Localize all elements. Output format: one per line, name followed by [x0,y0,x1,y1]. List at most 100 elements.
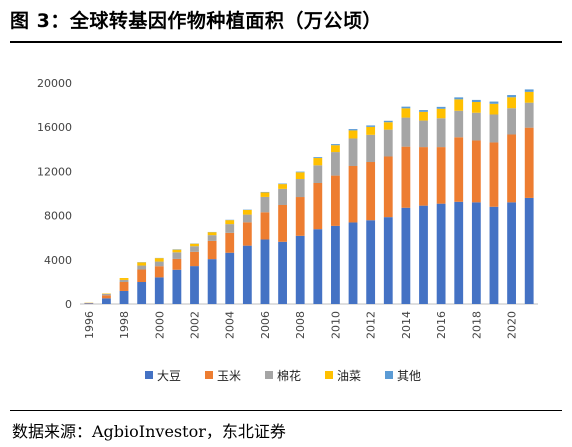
bar-segment-棉花-2002 [190,246,199,252]
bar-segment-玉米-1999 [137,269,147,283]
x-tick-label: 2014 [400,311,413,339]
y-tick-label: 4000 [44,254,72,267]
bar-segment-油菜-2020 [507,97,516,109]
bar-segment-大豆-2008 [295,235,305,304]
bar-segment-玉米-2016 [436,147,446,204]
bar-segment-玉米-1997 [102,295,111,299]
bar-segment-棉花-2019 [489,114,499,143]
legend-label: 玉米 [217,369,241,383]
bar-segment-棉花-2005 [242,214,252,223]
bar-segment-玉米-2007 [278,204,287,242]
bar-segment-棉花-2012 [366,134,376,163]
bar-segment-大豆-2021 [524,197,534,304]
x-tick-label: 1998 [118,311,131,339]
bar-segment-大豆-2006 [260,239,270,304]
bar-segment-棉花-2018 [471,112,481,141]
bar-segment-油菜-2003 [207,232,217,236]
bar-segment-大豆-2020 [507,202,516,304]
bar-segment-其他-2011 [348,129,358,131]
legend-swatch [325,371,333,379]
bar-segment-玉米-2010 [331,175,340,226]
bar-segment-玉米-1998 [119,282,129,291]
bar-segment-大豆-2001 [172,269,182,304]
bar-segment-玉米-2018 [471,140,481,203]
legend-label: 棉花 [277,368,301,383]
bar-segment-油菜-1999 [137,262,147,266]
bar-segment-玉米-2017 [454,137,464,202]
bar-segment-大豆-2003 [207,259,217,304]
y-tick-label: 20000 [37,77,72,90]
bar-segment-棉花-2000 [154,261,164,267]
bar-segment-其他-2013 [383,120,393,123]
bar-segment-油菜-2017 [454,99,464,111]
bar-segment-其他-2012 [366,125,376,127]
bar-segment-大豆-2000 [154,277,164,304]
bar-segment-其他-2021 [524,89,534,92]
bar-segment-油菜-2005 [242,209,252,215]
bar-segment-棉花-1999 [137,265,147,270]
bar-segment-其他-2014 [401,106,411,109]
bar-segment-大豆-1998 [119,290,129,304]
bar-segment-棉花-2016 [436,118,446,148]
x-tick-label: 2018 [470,311,483,339]
bar-segment-油菜-2014 [401,108,411,118]
legend: 大豆 玉米 棉花 油菜 其他 [145,368,421,383]
bar-segment-玉米-2003 [207,240,217,260]
bar-segment-大豆-2017 [454,201,464,304]
bar-segment-大豆-2018 [471,202,481,304]
bar-segment-大豆-2015 [419,205,428,304]
legend-item-大豆: 大豆 [145,369,181,383]
legend-swatch [205,371,213,379]
bar-segment-棉花-2014 [401,117,411,147]
bar-segment-其他-2017 [454,97,464,100]
bar-segment-油菜-2002 [190,243,199,247]
bar-segment-玉米-2015 [419,147,428,206]
x-tick-label: 2002 [189,311,202,339]
bar-segment-大豆-2007 [278,241,287,304]
bar-segment-大豆-2012 [366,220,376,304]
legend-item-棉花: 棉花 [265,368,301,383]
title-rule [10,41,562,43]
bar-segment-大豆-2010 [331,225,340,304]
bar-segment-油菜-1998 [119,278,129,280]
bar-segment-玉米-2013 [383,156,393,218]
bar-segment-油菜-2006 [260,192,270,197]
legend-item-其他: 其他 [385,369,421,383]
bar-segment-油菜-2018 [471,102,481,113]
figure-title: 图 3：全球转基因作物种植面积（万公顷） [10,10,382,32]
legend-label: 大豆 [157,369,181,383]
bar-segment-其他-2020 [507,95,516,98]
bar-segment-棉花-1997 [102,293,111,296]
bar-segment-其他-2010 [331,144,340,146]
bar-segment-玉米-2001 [172,258,182,270]
source-note: 数据来源：AgbioInvestor，东北证券 [12,422,286,441]
bar-segment-大豆-2016 [436,203,446,304]
bar-segment-大豆-2004 [225,252,235,304]
legend-swatch [145,371,153,379]
bar-segment-棉花-2008 [295,179,305,198]
bar-segment-油菜-2001 [172,249,182,253]
legend-item-油菜: 油菜 [325,369,361,383]
x-tick-label: 2020 [506,311,519,339]
x-tick-label: 2010 [329,311,342,339]
bar-segment-玉米-2006 [260,212,270,240]
bar-segment-油菜-2011 [348,130,358,139]
bar-segment-油菜-2010 [331,145,340,153]
bar-segment-玉米-2020 [507,134,516,203]
y-tick-label: 8000 [44,210,72,223]
bar-segment-棉花-2015 [419,120,428,148]
bars [84,89,534,304]
bar-segment-棉花-2011 [348,138,358,166]
source-rule [10,410,562,411]
bar-segment-棉花-2001 [172,252,182,259]
bar-segment-棉花-2020 [507,108,516,135]
bar-segment-油菜-2013 [383,122,393,130]
bar-segment-油菜-2000 [154,258,164,262]
y-tick-label: 12000 [37,165,72,178]
bar-segment-玉米-2012 [366,162,376,221]
legend-item-玉米: 玉米 [205,369,241,383]
x-tick-label: 2004 [224,311,237,339]
bar-segment-其他-2016 [436,106,446,109]
y-axis-ticks: 0 4000 8000 12000 16000 20000 [37,77,72,311]
